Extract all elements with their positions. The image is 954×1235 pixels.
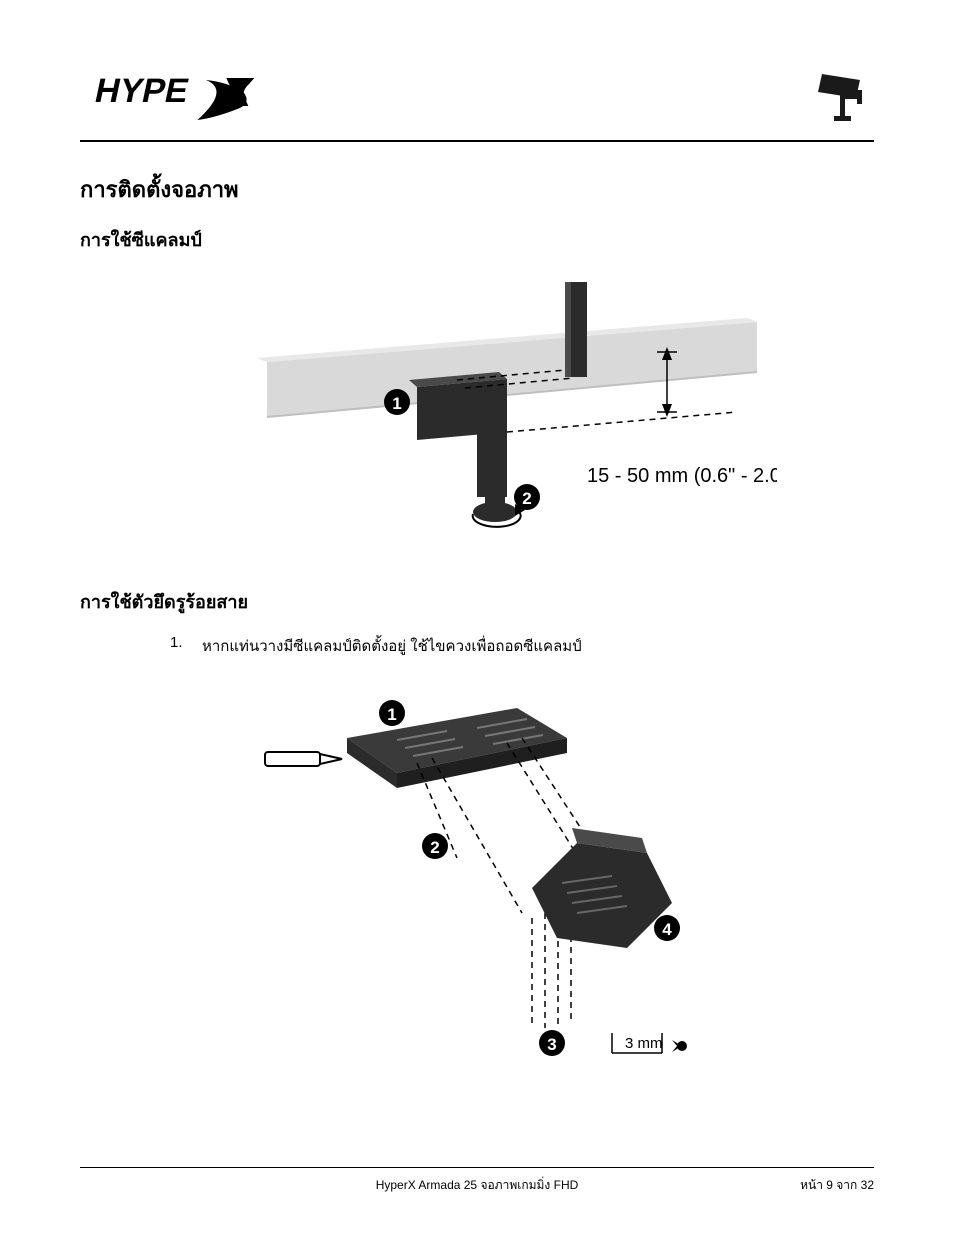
screwdriver-icon <box>265 752 342 766</box>
heading-install-display: การติดตั้งจอภาพ <box>80 172 874 207</box>
step-number: 1. <box>170 634 184 658</box>
hyperx-logo-svg: HYPE <box>80 70 280 125</box>
diagram-grommet: 3 mm 1 2 3 4 <box>80 678 874 1078</box>
heading-grommet-mount: การใช้ตัวยึดรูร้อยสาย <box>80 587 874 616</box>
grommet-step-1: 1. หากแท่นวางมีซีแคลมป์ติดตั้งอยู่ ใช้ไข… <box>170 634 874 658</box>
grommet-callout-1: 1 <box>387 705 396 724</box>
footer-product-name: HyperX Armada 25 จอภาพเกมมิ่ง FHD <box>376 1176 579 1195</box>
step-text: หากแท่นวางมีซีแคลมป์ติดตั้งอยู่ ใช้ไขควง… <box>202 634 582 658</box>
grommet-screw-size: 3 mm <box>625 1035 663 1052</box>
svg-text:HYPE: HYPE <box>92 72 193 110</box>
grommet-steps: 1. หากแท่นวางมีซีแคลมป์ติดตั้งอยู่ ใช้ไข… <box>170 634 874 658</box>
clamp-thickness-label: 15 - 50 mm (0.6" - 2.0") <box>587 465 777 487</box>
grommet-callout-2: 2 <box>430 838 439 857</box>
page-header: HYPE <box>80 70 874 142</box>
hyperx-logo: HYPE <box>80 70 280 130</box>
monitor-mount-icon <box>784 70 874 130</box>
footer-page-number: หน้า 9 จาก 32 <box>800 1176 874 1195</box>
diagram-c-clamp: 15 - 50 mm (0.6" - 2.0") 1 2 <box>80 282 874 562</box>
page-footer: HyperX Armada 25 จอภาพเกมมิ่ง FHD หน้า 9… <box>80 1167 874 1195</box>
grommet-callout-4: 4 <box>662 920 672 939</box>
heading-c-clamp: การใช้ซีแคลมป์ <box>80 225 874 254</box>
clamp-callout-1: 1 <box>392 394 401 413</box>
clamp-callout-2: 2 <box>522 489 531 508</box>
grommet-callout-3: 3 <box>547 1035 556 1054</box>
